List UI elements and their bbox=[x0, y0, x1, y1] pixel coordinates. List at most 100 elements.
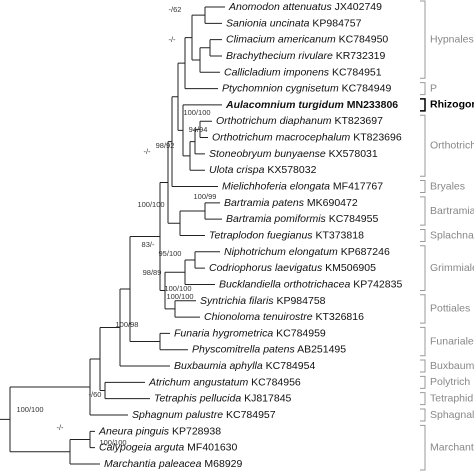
support-value: 100/100 bbox=[16, 405, 43, 414]
accession: KM506905 bbox=[325, 262, 376, 274]
support-value: 100/100 bbox=[166, 292, 193, 301]
species-name: Ptychomnion cygnisetum bbox=[222, 82, 339, 94]
taxon-label: Bartramia pomiformis KC784955 bbox=[226, 213, 378, 225]
support-value: 100/100 bbox=[183, 108, 210, 117]
accession: AB251495 bbox=[297, 344, 346, 356]
clade-bracket bbox=[420, 408, 426, 422]
support-value: -/62 bbox=[169, 5, 182, 14]
taxon-label: Funaria hygrometrica KC784959 bbox=[174, 327, 326, 339]
species-name: Tetraphis pellucida bbox=[154, 392, 241, 404]
clade-label: Grimmiale bbox=[430, 262, 474, 274]
support-value: 95/100 bbox=[159, 249, 182, 258]
clade-bracket bbox=[420, 196, 426, 226]
support-value: -/60 bbox=[89, 390, 102, 399]
clade-bracket bbox=[420, 82, 426, 96]
accession: KR732319 bbox=[336, 50, 386, 62]
branches bbox=[0, 6, 225, 465]
accession: KP984757 bbox=[312, 17, 361, 29]
species-name: Bucklandiella orthotrichacea bbox=[219, 278, 350, 290]
species-name: Stoneobryum bunyaense bbox=[209, 148, 326, 160]
species-name: Tetraplodon fuegianus bbox=[209, 229, 313, 241]
clade-label: Funariales bbox=[430, 335, 474, 347]
species-name: Brachythecium rivulare bbox=[226, 50, 333, 62]
clade-bracket bbox=[420, 375, 426, 389]
clade-label: Rhizogor bbox=[430, 99, 474, 111]
species-name: Callicladium imponens bbox=[224, 66, 330, 78]
taxon-label: Anomodon attenuatus JX402749 bbox=[228, 1, 382, 13]
clade-bracket bbox=[420, 0, 426, 79]
clade-bracket bbox=[420, 245, 426, 291]
taxon-label: Ptychomnion cygnisetum KC784949 bbox=[222, 82, 391, 94]
species-name: Syntrichia filaris bbox=[200, 295, 274, 307]
clade-label: Polytrich bbox=[430, 376, 470, 388]
taxon-label: Callicladium imponens KC784951 bbox=[224, 66, 382, 78]
clade-label: P bbox=[430, 82, 437, 94]
clade-label: Sphagnal bbox=[430, 409, 474, 421]
taxon-label: Marchantia paleacea M68929 bbox=[104, 458, 243, 470]
taxon-label: Calypogeia arguta MF401630 bbox=[99, 441, 238, 453]
taxon-label: Syntrichia filaris KP984758 bbox=[200, 295, 326, 307]
species-name: Aulacomnium turgidum bbox=[225, 99, 344, 111]
accession: MF401630 bbox=[187, 441, 237, 453]
taxon-label: Orthotrichum diaphanum KT823697 bbox=[216, 115, 383, 127]
clade-label: Bartramia bbox=[430, 205, 474, 217]
accession: KP742835 bbox=[353, 278, 402, 290]
clade-bracket bbox=[420, 392, 426, 406]
species-name: Buxbaumia aphylla bbox=[174, 360, 263, 372]
accession: KT373818 bbox=[315, 229, 364, 241]
taxon-label: Tetraplodon fuegianus KT373818 bbox=[209, 229, 364, 241]
clade-bracket bbox=[420, 114, 426, 177]
clade-bracket bbox=[420, 326, 426, 357]
species-name: Orthotrichum macrocephalum bbox=[212, 131, 351, 143]
taxon-label: Ulota crispa KX578032 bbox=[209, 164, 317, 176]
taxon-label: Bartramia patens MK690472 bbox=[224, 197, 358, 209]
support-value: 100/100 bbox=[99, 438, 126, 447]
support-value: 98/92 bbox=[156, 141, 175, 150]
clade-label: Orthotrich bbox=[430, 140, 474, 152]
taxon-label: Atrichum angustatum KC784956 bbox=[148, 376, 301, 388]
taxon-label: Stoneobryum bunyaense KX578031 bbox=[209, 148, 378, 160]
accession: MK690472 bbox=[307, 197, 358, 209]
species-name: Orthotrichum diaphanum bbox=[216, 115, 332, 127]
accession: KC784949 bbox=[342, 82, 392, 94]
taxon-label: Brachythecium rivulare KR732319 bbox=[226, 50, 386, 62]
species-name: Physcomitrella patens bbox=[192, 344, 295, 356]
taxon-label: Orthotrichum macrocephalum KT823696 bbox=[212, 131, 402, 143]
clade-bracket bbox=[420, 98, 426, 112]
support-value: 100/100 bbox=[137, 200, 164, 209]
accession: KP984758 bbox=[276, 295, 325, 307]
accession: JX402749 bbox=[335, 1, 382, 13]
clade-bracket bbox=[420, 228, 426, 242]
accession: KP687246 bbox=[341, 246, 390, 258]
species-name: Ulota crispa bbox=[209, 164, 265, 176]
taxon-label: Aulacomnium turgidum MN233806 bbox=[225, 99, 398, 111]
taxon-label: Climacium americanum KC784950 bbox=[226, 33, 388, 45]
species-name: Codriophorus laevigatus bbox=[209, 262, 323, 274]
accession: KC784959 bbox=[276, 327, 326, 339]
support-value: -/- bbox=[168, 35, 176, 44]
accession: KT823696 bbox=[353, 131, 402, 143]
species-name: Aneura pinguis bbox=[98, 425, 170, 437]
accession: MN233806 bbox=[347, 99, 399, 111]
support-value: 98/89 bbox=[143, 268, 162, 277]
clade-label: Bryales bbox=[430, 180, 465, 192]
species-name: Bartramia patens bbox=[224, 197, 305, 209]
accession: KC784956 bbox=[251, 376, 301, 388]
species-name: Marchantia paleacea bbox=[104, 458, 202, 470]
support-value: 94/94 bbox=[189, 125, 208, 134]
species-name: Bartramia pomiformis bbox=[226, 213, 327, 225]
species-name: Atrichum angustatum bbox=[148, 376, 248, 388]
clade-label: Buxbaum bbox=[430, 360, 474, 372]
species-name: Sphagnum palustre bbox=[132, 409, 223, 421]
taxon-label: Physcomitrella patens AB251495 bbox=[192, 344, 346, 356]
clade-label: Hypnales bbox=[430, 33, 474, 45]
clade-bracket bbox=[420, 180, 426, 194]
taxon-label: Tetraphis pellucida KJ817845 bbox=[154, 392, 292, 404]
taxon-label: Sanionia uncinata KP984757 bbox=[226, 17, 362, 29]
accession: KT823697 bbox=[334, 115, 383, 127]
clade-bracket bbox=[420, 424, 426, 471]
accession: KC784957 bbox=[226, 409, 276, 421]
support-value: 83/- bbox=[142, 240, 155, 249]
support-value: -/- bbox=[56, 423, 64, 432]
